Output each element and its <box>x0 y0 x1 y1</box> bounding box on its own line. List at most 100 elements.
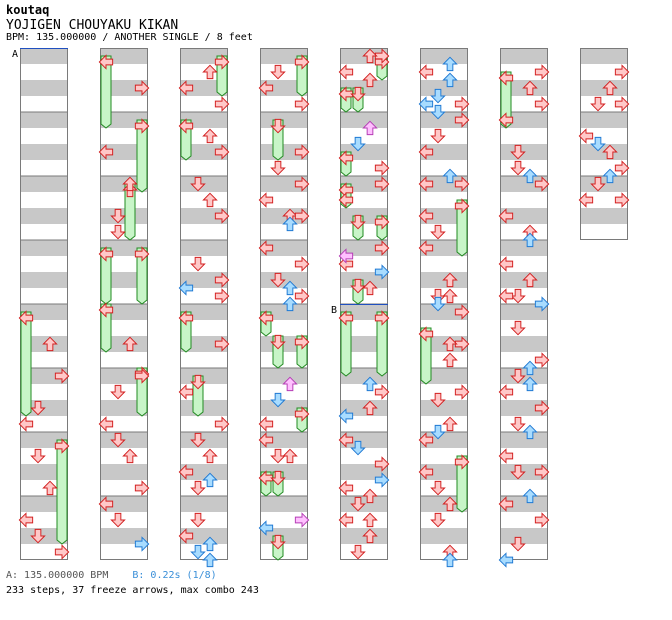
beat-band <box>340 432 388 448</box>
freeze-arrow <box>100 303 112 353</box>
beat-band <box>500 336 548 352</box>
arrow-up-icon <box>362 120 378 136</box>
beat-band <box>20 80 68 96</box>
arrow-up-icon <box>202 128 218 144</box>
arrow-left-icon <box>98 416 114 432</box>
beat-band <box>100 272 148 288</box>
arrow-down-icon <box>510 160 526 176</box>
arrow-down-icon <box>510 464 526 480</box>
arrow-left-icon <box>338 310 354 326</box>
arrow-right-icon <box>374 214 390 230</box>
arrow-down-icon <box>430 224 446 240</box>
beat-band <box>260 496 308 512</box>
arrow-right-icon <box>614 96 630 112</box>
beat-band <box>260 240 308 256</box>
arrow-right-icon <box>214 272 230 288</box>
beat-band <box>180 400 228 416</box>
arrow-up-icon <box>442 416 458 432</box>
beat-band <box>100 464 148 480</box>
beat-band <box>500 240 548 256</box>
beat-band <box>580 112 628 128</box>
arrow-left-icon <box>98 246 114 262</box>
beat-band <box>180 464 228 480</box>
arrow-down-icon <box>430 128 446 144</box>
arrow-right-icon <box>214 54 230 70</box>
beat-band <box>20 208 68 224</box>
arrow-left-icon <box>258 192 274 208</box>
arrow-down-icon <box>350 440 366 456</box>
freeze-arrow <box>340 311 352 377</box>
arrow-down-icon <box>270 448 286 464</box>
beat-band <box>420 240 468 256</box>
stop-marker-text: B: 0.22s (1/8) <box>132 570 217 581</box>
beat-band <box>340 368 388 384</box>
arrow-left-icon <box>178 528 194 544</box>
arrow-right-icon <box>294 176 310 192</box>
arrow-down-icon <box>430 88 446 104</box>
arrow-up-icon <box>522 360 538 376</box>
arrow-right-icon <box>294 144 310 160</box>
beat-band <box>500 528 548 544</box>
arrow-right-icon <box>454 454 470 470</box>
arrow-down-icon <box>350 278 366 294</box>
arrow-down-icon <box>270 64 286 80</box>
arrow-right-icon <box>134 536 150 552</box>
freeze-arrow <box>136 247 148 305</box>
beat-band <box>180 240 228 256</box>
beat-band <box>420 80 468 96</box>
arrow-up-icon <box>362 488 378 504</box>
beat-band <box>500 48 548 64</box>
arrow-down-icon <box>190 512 206 528</box>
beat-band <box>260 528 308 544</box>
arrow-up-icon <box>602 144 618 160</box>
arrow-right-icon <box>214 208 230 224</box>
arrow-up-icon <box>362 376 378 392</box>
arrow-down-icon <box>510 144 526 160</box>
arrow-right-icon <box>614 192 630 208</box>
arrow-up-icon <box>282 296 298 312</box>
arrow-right-icon <box>54 438 70 454</box>
arrow-up-icon <box>122 448 138 464</box>
arrow-down-icon <box>510 320 526 336</box>
arrow-up-icon <box>122 176 138 192</box>
arrow-up-icon <box>202 192 218 208</box>
arrow-left-icon <box>98 54 114 70</box>
arrow-left-icon <box>18 512 34 528</box>
beat-band <box>580 48 628 64</box>
beat-band <box>420 464 468 480</box>
arrow-down-icon <box>30 448 46 464</box>
arrow-down-icon <box>430 424 446 440</box>
beat-band <box>420 304 468 320</box>
arrow-right-icon <box>534 512 550 528</box>
beat-band <box>20 240 68 256</box>
arrow-down-icon <box>510 536 526 552</box>
arrow-left-icon <box>178 118 194 134</box>
beat-band <box>20 496 68 512</box>
beat-band <box>180 208 228 224</box>
arrow-down-icon <box>270 470 286 486</box>
beat-band <box>420 368 468 384</box>
arrow-up-icon <box>202 472 218 488</box>
beat-band <box>180 144 228 160</box>
arrow-right-icon <box>134 80 150 96</box>
arrow-down-icon <box>350 544 366 560</box>
arrow-right-icon <box>294 512 310 528</box>
arrow-left-icon <box>578 128 594 144</box>
arrow-down-icon <box>110 224 126 240</box>
beat-band <box>100 528 148 544</box>
arrow-right-icon <box>134 480 150 496</box>
arrow-down-icon <box>110 432 126 448</box>
arrow-right-icon <box>134 118 150 134</box>
arrow-down-icon <box>190 432 206 448</box>
arrow-up-icon <box>42 480 58 496</box>
column-border <box>260 48 308 560</box>
chart-header: koutaq YOJIGEN CHOUYAKU KIKAN BPM: 135.0… <box>6 2 253 44</box>
arrow-left-icon <box>338 480 354 496</box>
beat-band <box>20 144 68 160</box>
beat-band <box>100 144 148 160</box>
arrow-up-icon <box>442 72 458 88</box>
arrow-down-icon <box>30 400 46 416</box>
song-title: YOJIGEN CHOUYAKU KIKAN <box>6 18 179 33</box>
beat-band <box>420 144 468 160</box>
